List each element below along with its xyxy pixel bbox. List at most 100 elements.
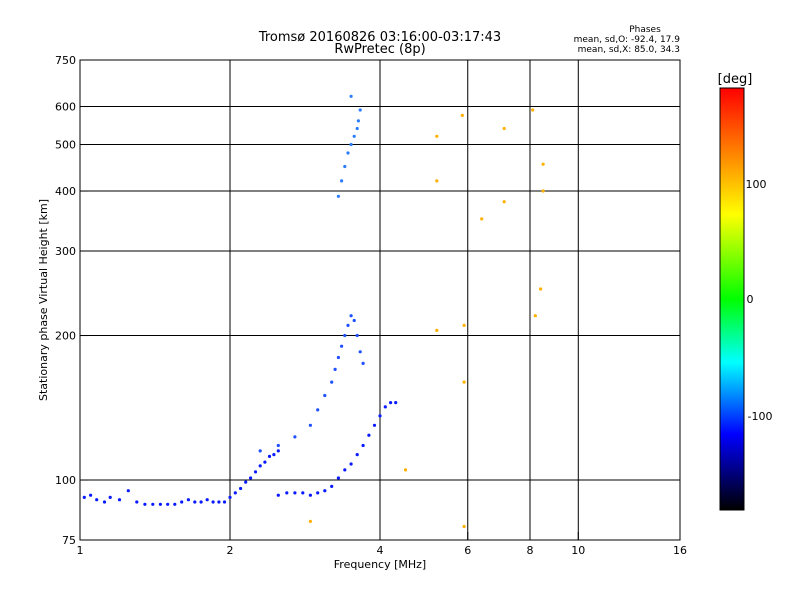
data-point (349, 314, 353, 318)
y-tick-label: 75 (62, 534, 76, 547)
data-point (352, 134, 356, 138)
data-point (346, 151, 350, 155)
stats-line-x: mean, sd,X: 85.0, 34.3 (578, 45, 680, 55)
data-point (330, 484, 334, 488)
data-point (293, 435, 297, 439)
data-point (361, 361, 365, 365)
y-axis-label: Stationary phase Virtual Height [km] (37, 199, 50, 401)
data-point (293, 491, 297, 495)
y-tick-label: 600 (55, 101, 76, 114)
data-point (228, 495, 232, 499)
data-point (233, 491, 237, 495)
stats-line-o: mean, sd,O: -92.4, 17.9 (574, 35, 681, 45)
data-point (378, 414, 382, 418)
colorbar (719, 87, 745, 511)
y-tick-label: 300 (55, 245, 76, 258)
data-point (333, 367, 337, 371)
data-point (244, 480, 248, 484)
data-point (308, 493, 312, 497)
data-point (403, 468, 408, 472)
colorbar-tick-label: 0 (747, 293, 754, 306)
y-tick-label: 750 (55, 54, 76, 67)
axis-ticks: 1 2 4 6 8 10 16 75 100 200 300 400 500 600 750 (55, 54, 687, 557)
data-point (308, 423, 312, 427)
data-point (349, 142, 353, 147)
data-point (372, 423, 377, 427)
data-point (217, 500, 221, 504)
data-point (462, 380, 466, 384)
data-points (82, 94, 545, 529)
data-point (222, 500, 227, 504)
data-point (102, 500, 107, 504)
data-point (316, 408, 320, 412)
data-point (356, 119, 360, 123)
data-point (349, 94, 353, 98)
data-point (239, 486, 243, 491)
data-point (267, 454, 272, 458)
data-point (539, 287, 543, 291)
data-point (435, 328, 439, 332)
data-point (180, 500, 184, 504)
x-tick-label: 6 (464, 544, 471, 557)
data-point (285, 491, 289, 495)
x-axis-label: Frequency [MHz] (334, 558, 426, 571)
data-point (383, 405, 387, 409)
data-point (358, 108, 362, 112)
chart-subtitle: RwPretec (8p) (334, 42, 425, 57)
data-point (480, 217, 484, 221)
data-point (276, 443, 280, 448)
data-point (541, 162, 545, 166)
data-point (349, 462, 353, 466)
data-point (343, 164, 347, 169)
data-point (276, 493, 280, 497)
data-point (355, 126, 359, 131)
data-point (367, 433, 371, 437)
data-point (531, 108, 535, 112)
data-point (330, 380, 334, 384)
data-point (205, 498, 209, 502)
data-point (173, 502, 177, 506)
data-point (502, 200, 506, 204)
data-point (301, 491, 305, 495)
colorbar-tick-label: 100 (746, 178, 767, 191)
data-point (352, 318, 356, 323)
x-tick-label: 8 (527, 544, 534, 557)
data-point (340, 344, 344, 348)
data-point (135, 500, 139, 504)
data-point (435, 134, 439, 138)
data-point (435, 179, 439, 183)
data-point (253, 470, 258, 474)
data-point (340, 179, 344, 183)
data-point (263, 460, 267, 464)
data-point (89, 493, 93, 497)
data-point (336, 476, 340, 480)
stats-header: Phases (629, 25, 661, 35)
colorbar-tick-label: -100 (748, 410, 773, 423)
y-tick-label: 400 (55, 185, 76, 198)
data-point (211, 500, 215, 504)
data-point (143, 502, 147, 506)
data-point (95, 498, 99, 502)
data-point (323, 489, 327, 493)
data-point (460, 113, 464, 117)
data-point (117, 498, 122, 502)
data-point (358, 350, 362, 354)
data-point (258, 464, 262, 468)
data-point (323, 393, 327, 398)
data-point (343, 333, 347, 338)
data-point (361, 443, 365, 448)
data-point (272, 453, 276, 457)
data-point (158, 502, 162, 506)
data-point (258, 449, 262, 453)
data-point (355, 333, 359, 338)
data-point (199, 500, 203, 504)
data-point (108, 495, 112, 499)
data-point (533, 314, 537, 318)
x-tick-label: 4 (377, 544, 384, 557)
data-point (151, 502, 155, 506)
data-point (394, 401, 398, 405)
y-tick-label: 100 (55, 474, 76, 487)
x-tick-label: 16 (673, 544, 687, 557)
y-tick-label: 200 (55, 330, 76, 343)
